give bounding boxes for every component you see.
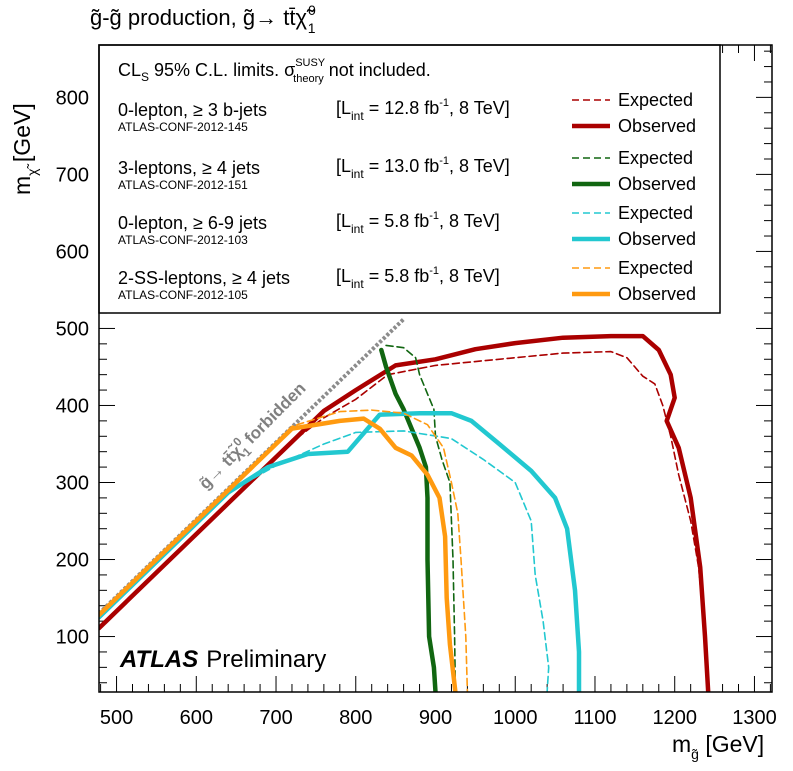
legend-lumi-label: [Lint = 12.8 fb-1, 8 TeV] — [336, 97, 510, 123]
legend-analysis-label: 3-leptons, ≥ 4 jets — [118, 158, 260, 178]
axis-tick-labels: 500 600 700 800 900 1000 1100 1200 1300 100 200 300… — [56, 87, 777, 729]
y-tick-label: 100 — [56, 627, 89, 649]
legend-analysis-label: 2-SS-leptons, ≥ 4 jets — [118, 268, 290, 288]
legend-lumi-label: [Lint = 13.0 fb-1, 8 TeV] — [336, 155, 510, 181]
legend-lumi-label: [Lint = 5.8 fb-1, 8 TeV] — [336, 265, 500, 291]
x-axis-title: mg̃ [GeV] — [672, 731, 764, 762]
legend-observed-label: Observed — [618, 284, 696, 304]
legend-analysis-label: 0-lepton, ≥ 3 b-jets — [118, 100, 267, 120]
curve-observed-1 — [99, 333, 711, 692]
y-tick-label: 700 — [56, 164, 89, 186]
x-tick-label: 1000 — [493, 707, 538, 729]
y-tick-label: 300 — [56, 472, 89, 494]
legend-expected-label: Expected — [618, 148, 693, 168]
legend-observed-label: Observed — [618, 229, 696, 249]
legend-conf-label: ATLAS-CONF-2012-105 — [118, 288, 248, 302]
legend-expected-label: Expected — [618, 203, 693, 223]
legend-conf-label: ATLAS-CONF-2012-103 — [118, 233, 248, 247]
atlas-label: ATLAS Preliminary — [119, 646, 326, 673]
y-tick-label: 600 — [56, 241, 89, 263]
x-tick-label: 800 — [339, 707, 372, 729]
curve-observed-3 — [379, 347, 438, 692]
legend-observed-label: Observed — [618, 174, 696, 194]
chart-title: g̃-g̃ production, g̃→ tt̄χ̃0 1 — [90, 2, 316, 36]
legend-observed-label: Observed — [618, 116, 696, 136]
x-tick-label: 500 — [100, 707, 133, 729]
plot-frame — [98, 44, 773, 693]
exclusion-curves — [99, 333, 711, 692]
x-tick-label: 1300 — [732, 707, 777, 729]
legend-header: CLS 95% C.L. limits. σSUSY theory not inc… — [118, 57, 431, 85]
curve-expected-2 — [385, 344, 457, 692]
curve-observed-5 — [99, 410, 582, 692]
y-tick-label: 800 — [56, 87, 89, 109]
legend-conf-label: ATLAS-CONF-2012-145 — [118, 120, 248, 134]
legend-box — [98, 44, 721, 314]
curve-observed-7 — [99, 416, 458, 692]
x-tick-label: 1200 — [652, 707, 697, 729]
legend-analysis-label: 0-lepton, ≥ 6-9 jets — [118, 213, 267, 233]
x-tick-label: 900 — [419, 707, 452, 729]
x-tick-label: 600 — [180, 707, 213, 729]
legend-expected-label: Expected — [618, 90, 693, 110]
legend-lumi-label: [Lint = 5.8 fb-1, 8 TeV] — [336, 210, 500, 236]
y-tick-label: 200 — [56, 550, 89, 572]
x-tick-label: 700 — [259, 707, 292, 729]
y-axis-title: mχ̃ [GeV] — [9, 103, 40, 195]
y-tick-label: 400 — [56, 395, 89, 417]
legend-conf-label: ATLAS-CONF-2012-151 — [118, 178, 248, 192]
curve-expected-0 — [99, 350, 709, 692]
x-tick-label: 1100 — [573, 707, 616, 729]
y-tick-label: 500 — [56, 318, 89, 340]
legend-expected-label: Expected — [618, 258, 693, 278]
